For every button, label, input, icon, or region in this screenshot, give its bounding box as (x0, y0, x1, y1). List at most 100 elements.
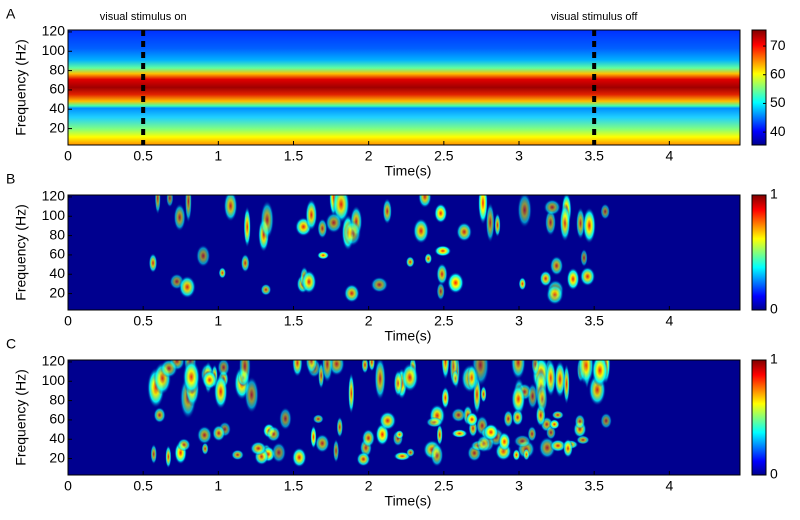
burst (551, 410, 564, 420)
burst (401, 363, 419, 392)
burst (451, 369, 459, 387)
burst (480, 385, 487, 403)
colorbar-tick-label: 0 (770, 466, 778, 482)
burst (343, 284, 360, 303)
burst (591, 360, 609, 387)
burst (600, 203, 611, 220)
burst (478, 195, 488, 225)
y-tick-label: 100 (42, 207, 66, 223)
panel-label: C (6, 336, 16, 352)
burst (544, 208, 557, 236)
burst (301, 270, 317, 294)
burst (549, 255, 564, 276)
annotation: visual stimulus off (551, 11, 639, 23)
burst (178, 275, 196, 299)
burst (465, 412, 479, 427)
y-tick-label: 80 (49, 226, 65, 242)
burst (424, 253, 433, 265)
burst (579, 266, 596, 287)
plot-frame (67, 29, 741, 146)
burst (343, 220, 362, 247)
burst (244, 376, 259, 414)
burst (361, 360, 369, 374)
burst (379, 411, 397, 431)
panel-label: B (6, 171, 15, 187)
burst (336, 416, 344, 438)
y-tick-label: 60 (49, 246, 65, 262)
burst (494, 212, 501, 238)
burst (166, 195, 174, 208)
burst (536, 384, 548, 414)
burst (374, 360, 386, 401)
burst (436, 282, 445, 301)
burst (240, 253, 250, 273)
burst (260, 200, 274, 240)
burst (543, 199, 561, 216)
colorbar-tick-label: 60 (770, 65, 786, 81)
burst (554, 360, 566, 399)
burst (197, 425, 212, 445)
colorbar-tick-label: 50 (770, 94, 786, 110)
burst (368, 360, 376, 372)
burst (305, 198, 318, 231)
burst (511, 384, 526, 414)
burst (231, 449, 244, 461)
burst (447, 272, 464, 294)
burst (406, 448, 415, 457)
burst (576, 435, 590, 445)
y-tick-label: 120 (42, 353, 66, 369)
burst (150, 443, 157, 465)
burst (546, 284, 564, 305)
x-tick-label: 3 (515, 478, 523, 494)
x-tick-label: 4 (665, 478, 673, 494)
burst (577, 360, 595, 386)
colorbar (751, 359, 767, 476)
burst (154, 195, 161, 215)
burst (436, 263, 448, 286)
x-tick-label: 0 (64, 313, 72, 329)
y-tick-label: 120 (42, 188, 66, 204)
burst (356, 451, 371, 467)
x-tick-label: 4 (665, 148, 673, 164)
burst (271, 442, 287, 463)
x-tick-label: 1.5 (284, 478, 304, 494)
burst (291, 447, 307, 468)
x-tick-label: 3 (515, 148, 523, 164)
burst (393, 451, 411, 461)
burst (325, 212, 343, 234)
x-tick-label: 4 (665, 313, 673, 329)
x-tick-label: 0 (64, 148, 72, 164)
x-tick-label: 3.5 (584, 313, 604, 329)
x-tick-label: 2.5 (434, 148, 454, 164)
burst (600, 412, 612, 429)
x-tick-label: 3.5 (584, 478, 604, 494)
colorbar-tick-label: 40 (770, 123, 786, 139)
burst (510, 360, 526, 380)
burst (312, 414, 324, 424)
burst (212, 424, 226, 442)
burst (266, 425, 281, 442)
x-tick-label: 0.5 (133, 313, 153, 329)
burst (317, 218, 328, 239)
burst (182, 360, 200, 395)
y-axis-label: Frequency (Hz) (13, 369, 29, 465)
burst (418, 195, 432, 208)
burst (503, 409, 514, 428)
x-tick-label: 2.5 (434, 478, 454, 494)
burst (582, 207, 596, 244)
burst (485, 202, 495, 243)
burst (315, 433, 330, 453)
colorbar (751, 194, 767, 311)
y-tick-label: 80 (49, 391, 65, 407)
burst (310, 425, 317, 449)
y-tick-label: 40 (49, 265, 65, 281)
burst (348, 372, 355, 415)
burst (317, 251, 330, 260)
burst (213, 374, 228, 410)
burst (527, 425, 537, 442)
burst (217, 360, 230, 377)
burst (549, 439, 566, 452)
y-tick-label: 120 (42, 23, 66, 39)
burst (434, 245, 452, 257)
burst (165, 445, 172, 469)
